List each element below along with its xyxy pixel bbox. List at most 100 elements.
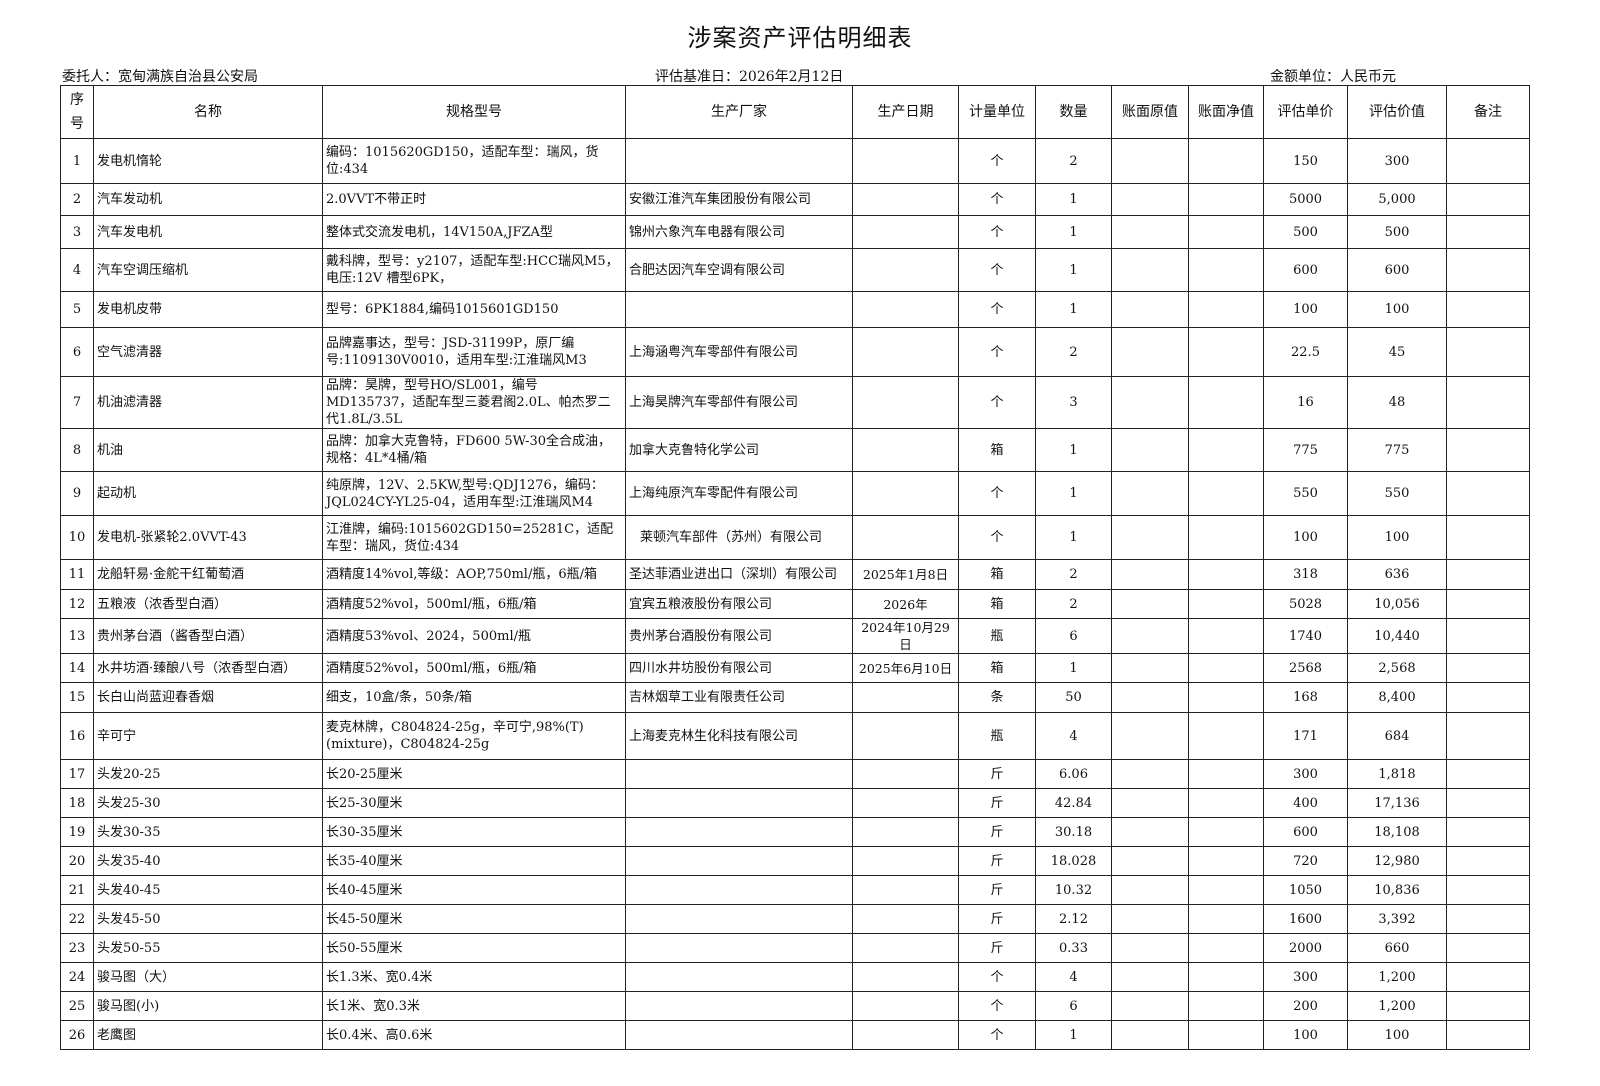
cell-unit: 瓶 <box>958 618 1036 654</box>
cell-book-original-value <box>1111 817 1189 847</box>
cell-name: 长白山尚蓝迎春香烟 <box>93 682 323 713</box>
cell-appraised-value: 100 <box>1347 1020 1447 1050</box>
cell-name: 汽车发动机 <box>93 183 323 216</box>
cell-quantity: 1 <box>1035 183 1112 216</box>
table-row: 5 发电机皮带 型号：6PK1884,编码1015601GD150 个 1 100 100 <box>60 291 1530 328</box>
cell-spec: 品牌嘉事达，型号：JSD-31199P，原厂编号:1109130V0010，适用… <box>322 327 626 377</box>
cell-manufacturer: 上海纯原汽车零配件有限公司 <box>625 471 853 516</box>
cell-name: 机油滤清器 <box>93 376 323 429</box>
cell-name: 机油 <box>93 428 323 472</box>
page-title: 涉案资产评估明细表 <box>687 24 913 52</box>
cell-spec: 酒精度53%vol、2024，500ml/瓶 <box>322 618 626 654</box>
cell-unit-price: 100 <box>1263 291 1348 328</box>
cell-name: 头发45-50 <box>93 904 323 934</box>
cell-production-date <box>852 846 959 876</box>
cell-production-date <box>852 428 959 472</box>
cell-book-original-value <box>1111 846 1189 876</box>
cell-unit-price: 300 <box>1263 962 1348 992</box>
cell-production-date <box>852 327 959 377</box>
cell-unit-price: 100 <box>1263 515 1348 560</box>
cell-name: 骏马图（大） <box>93 962 323 992</box>
cell-quantity: 2 <box>1035 327 1112 377</box>
currency-label: 金额单位：人民币元 <box>1270 69 1396 85</box>
cell-remarks <box>1446 817 1530 847</box>
table-row: 11 龙船轩易·金舵干红葡萄酒 酒精度14%vol,等级：AOP,750ml/瓶，6… <box>60 559 1530 590</box>
cell-seq: 23 <box>60 933 94 963</box>
cell-seq: 22 <box>60 904 94 934</box>
cell-production-date <box>852 875 959 905</box>
cell-appraised-value: 500 <box>1347 215 1447 249</box>
cell-name: 龙船轩易·金舵干红葡萄酒 <box>93 559 323 590</box>
cell-appraised-value: 8,400 <box>1347 682 1447 713</box>
cell-spec: 长40-45厘米 <box>322 875 626 905</box>
asset-table: 序号 名称 规格型号 生产厂家 生产日期 计量单位 数量 账面原值 账面净值 评估单价 评估价值 备注… <box>60 85 1530 1050</box>
cell-seq: 21 <box>60 875 94 905</box>
cell-seq: 18 <box>60 788 94 818</box>
cell-remarks <box>1446 215 1530 249</box>
cell-appraised-value: 100 <box>1347 515 1447 560</box>
cell-unit: 瓶 <box>958 712 1036 760</box>
cell-unit: 个 <box>958 327 1036 377</box>
header-quantity: 数量 <box>1035 85 1112 139</box>
header-appraised-value: 评估价值 <box>1347 85 1447 139</box>
cell-production-date <box>852 788 959 818</box>
cell-appraised-value: 5,000 <box>1347 183 1447 216</box>
cell-production-date <box>852 291 959 328</box>
cell-book-net-value <box>1188 428 1264 472</box>
cell-manufacturer <box>625 991 853 1021</box>
cell-unit-price: 150 <box>1263 138 1348 184</box>
cell-seq: 2 <box>60 183 94 216</box>
cell-book-net-value <box>1188 248 1264 292</box>
cell-spec: 江淮牌，编码:1015602GD150=25281C，适配车型：瑞风，货位:43… <box>322 515 626 560</box>
cell-unit: 个 <box>958 291 1036 328</box>
cell-seq: 12 <box>60 589 94 619</box>
base-date-label: 评估基准日：2026年2月12日 <box>655 69 844 85</box>
cell-production-date: 2024年10月29日 <box>852 618 959 654</box>
cell-book-original-value <box>1111 471 1189 516</box>
cell-spec: 品牌：昊牌，型号HO/SL001，编号MD135737，适配车型三菱君阁2.0L… <box>322 376 626 429</box>
cell-manufacturer <box>625 817 853 847</box>
cell-remarks <box>1446 712 1530 760</box>
cell-remarks <box>1446 682 1530 713</box>
cell-spec: 品牌：加拿大克鲁特，FD600 5W-30全合成油，规格：4L*4桶/箱 <box>322 428 626 472</box>
cell-production-date <box>852 1020 959 1050</box>
table-row: 4 汽车空调压缩机 戴科牌，型号：y2107，适配车型:HCC瑞风M5，电压:12V… <box>60 248 1530 292</box>
table-row: 12 五粮液（浓香型白酒） 酒精度52%vol，500ml/瓶，6瓶/箱 宜宾五粮液股… <box>60 589 1530 619</box>
cell-unit-price: 1050 <box>1263 875 1348 905</box>
cell-production-date <box>852 248 959 292</box>
cell-unit-price: 550 <box>1263 471 1348 516</box>
cell-book-net-value <box>1188 515 1264 560</box>
cell-book-net-value <box>1188 618 1264 654</box>
cell-remarks <box>1446 515 1530 560</box>
cell-remarks <box>1446 788 1530 818</box>
header-unit: 计量单位 <box>958 85 1036 139</box>
cell-manufacturer <box>625 788 853 818</box>
cell-remarks <box>1446 376 1530 429</box>
cell-remarks <box>1446 653 1530 683</box>
cell-remarks <box>1446 138 1530 184</box>
cell-book-original-value <box>1111 618 1189 654</box>
cell-unit: 个 <box>958 376 1036 429</box>
cell-unit-price: 1740 <box>1263 618 1348 654</box>
cell-seq: 20 <box>60 846 94 876</box>
cell-unit-price: 200 <box>1263 991 1348 1021</box>
header-unit-price: 评估单价 <box>1263 85 1348 139</box>
cell-name: 头发25-30 <box>93 788 323 818</box>
cell-name: 水井坊酒·臻酿八号（浓香型白酒） <box>93 653 323 683</box>
header-manufacturer: 生产厂家 <box>625 85 853 139</box>
cell-manufacturer <box>625 904 853 934</box>
cell-appraised-value: 17,136 <box>1347 788 1447 818</box>
cell-remarks <box>1446 428 1530 472</box>
cell-production-date <box>852 759 959 789</box>
cell-spec: 型号：6PK1884,编码1015601GD150 <box>322 291 626 328</box>
cell-name: 骏马图(小) <box>93 991 323 1021</box>
cell-spec: 长0.4米、高0.6米 <box>322 1020 626 1050</box>
cell-name: 老鹰图 <box>93 1020 323 1050</box>
cell-production-date <box>852 712 959 760</box>
cell-book-net-value <box>1188 788 1264 818</box>
table-row: 10 发电机-张紧轮2.0VVT-43 江淮牌，编码:1015602GD150=25… <box>60 515 1530 560</box>
cell-manufacturer <box>625 875 853 905</box>
cell-spec: 长1米、宽0.3米 <box>322 991 626 1021</box>
cell-seq: 25 <box>60 991 94 1021</box>
cell-name: 发电机皮带 <box>93 291 323 328</box>
